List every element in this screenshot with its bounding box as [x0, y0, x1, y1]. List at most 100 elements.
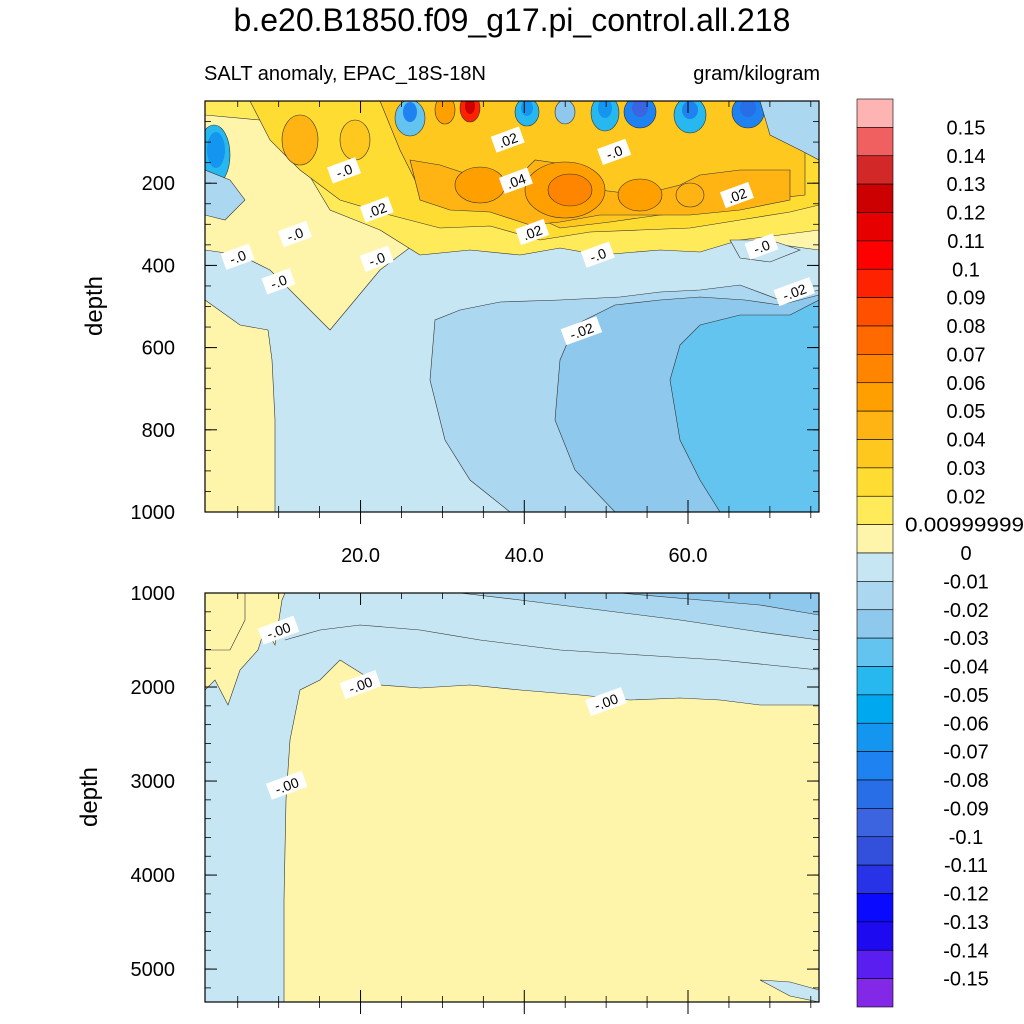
- upper-contour-label: -.0: [744, 233, 779, 260]
- colorbar-swatch: [856, 893, 894, 923]
- upper-y-tick-label: 600: [142, 338, 175, 360]
- chart-subtitle-units: gram/kilogram: [693, 63, 820, 85]
- colorbar-swatch: [856, 836, 894, 866]
- upper-contour-label: -.02: [560, 316, 603, 346]
- colorbar-label: -0.14: [943, 940, 989, 962]
- colorbar-swatch: [856, 183, 894, 213]
- colorbar-swatch: [856, 325, 894, 355]
- upper-contour-label-text: -.0: [367, 249, 388, 270]
- colorbar-swatch: [856, 297, 894, 327]
- upper-contour-label-text: -.0: [751, 237, 772, 258]
- colorbar-label: 0: [960, 543, 971, 565]
- colorbar-swatch: [856, 921, 894, 951]
- upper-contour-label-text: -.02: [568, 319, 596, 342]
- colorbar-swatch: [856, 127, 894, 157]
- upper-contour-label-text: -.0: [334, 160, 355, 181]
- colorbar-swatch: [856, 779, 894, 809]
- upper-contour-label: .04: [498, 167, 533, 194]
- upper-contour-label-bg: [597, 138, 632, 166]
- upper-contour-label-bg: [326, 157, 362, 184]
- upper-contour-label-bg: [498, 167, 533, 194]
- colorbar: 0.15 0.14 0.13 0.12 0.11 0.1 0.09 0.08 0.07 0.06 0…: [856, 98, 1024, 1008]
- upper-contour-label: -.0: [359, 245, 394, 272]
- lower-contour-fill: [205, 593, 819, 1002]
- lower-y-tick-label: 3000: [131, 771, 176, 793]
- lower-contour-label: -.00: [265, 770, 308, 800]
- upper-y-axis-label: depth: [81, 276, 108, 336]
- upper-y-tick-label: 200: [142, 173, 175, 195]
- upper-contour-label-bg: [277, 220, 312, 248]
- upper-contour-label: -.02: [773, 277, 816, 307]
- lower-contour-label-bg: [265, 770, 308, 800]
- colorbar-label: -0.03: [943, 628, 989, 650]
- upper-contour-label-bg: [560, 316, 603, 346]
- upper-contour-label-text: -.0: [588, 245, 609, 266]
- upper-y-tick-label: 1000: [131, 502, 176, 524]
- colorbar-swatch: [856, 864, 894, 894]
- upper-contour-label: .02: [719, 181, 754, 209]
- upper-contour-label-bg: [359, 245, 394, 272]
- upper-contour-label-bg: [744, 233, 779, 260]
- colorbar-label: 0.08: [947, 316, 986, 338]
- upper-contour-label-text: -.0: [604, 142, 625, 163]
- colorbar-swatch: [856, 751, 894, 781]
- colorbar-label: -0.05: [943, 685, 989, 707]
- colorbar-label: -0.11: [944, 855, 988, 877]
- upper-contour-label-bg: [261, 268, 296, 295]
- lower-contour-label-text: -.00: [265, 619, 293, 642]
- colorbar-swatch: [856, 581, 894, 611]
- lower-contour-labels: -.00 -.00 -.00 -.00: [257, 615, 627, 800]
- upper-x-tick-label: 40.0: [505, 545, 544, 567]
- upper-contour-label: -.0: [220, 243, 255, 270]
- colorbar-label: 0.07: [947, 344, 986, 366]
- colorbar-label: 0.03: [947, 458, 986, 480]
- colorbar-label: 0.15: [947, 117, 986, 139]
- colorbar-swatch: [856, 354, 894, 384]
- chart-title: b.e20.B1850.f09_g17.pi_control.all.218: [233, 2, 791, 38]
- colorbar-swatch: [856, 694, 894, 724]
- colorbar-label: 0.06: [947, 373, 986, 395]
- upper-contour-label-text: .02: [496, 129, 520, 151]
- colorbar-swatch: [856, 495, 894, 525]
- upper-contour-label: .02: [515, 218, 550, 246]
- upper-contour-label-text: -.02: [780, 280, 808, 303]
- upper-y-tick-label: 800: [142, 420, 175, 442]
- lower-contour-label-text: -.00: [346, 673, 374, 696]
- lower-y-tick-label: 1000: [131, 583, 176, 605]
- colorbar-label: 0.00999999: [905, 515, 1024, 537]
- colorbar-swatch: [856, 382, 894, 412]
- colorbar-swatch: [856, 666, 894, 696]
- upper-contour-label-text: .02: [365, 199, 389, 221]
- upper-contour-label: .02: [359, 196, 394, 223]
- colorbar-label: -0.01: [943, 571, 989, 593]
- colorbar-swatch: [856, 240, 894, 270]
- upper-contour-label-bg: [220, 243, 255, 270]
- colorbar-swatch: [856, 98, 894, 128]
- colorbar-label: 0.14: [947, 146, 986, 168]
- colorbar-label: -0.08: [943, 770, 989, 792]
- colorbar-label: 0.13: [947, 174, 986, 196]
- colorbar-label: 0.09: [947, 288, 986, 310]
- lower-contour-label-text: -.00: [273, 774, 301, 797]
- colorbar-swatch: [856, 637, 894, 667]
- colorbar-label: 0.1: [952, 259, 980, 281]
- colorbar-label: 0.02: [947, 486, 986, 508]
- chart-subtitle-variable: SALT anomaly, EPAC_18S-18N: [204, 63, 486, 85]
- colorbar-swatch: [856, 949, 894, 979]
- colorbar-swatch: [856, 524, 894, 554]
- colorbar-label: -0.1: [949, 827, 983, 849]
- colorbar-label: -0.06: [943, 713, 989, 735]
- upper-contour-label: -.0: [277, 220, 312, 248]
- upper-contour-label: -.0: [597, 138, 632, 166]
- lower-contour-label-bg: [339, 670, 382, 700]
- upper-contour-label-text: -.0: [285, 224, 306, 245]
- colorbar-swatch: [856, 268, 894, 298]
- upper-contour-label: .02: [490, 126, 525, 153]
- colorbar-swatch: [856, 439, 894, 469]
- upper-contour-label-bg: [490, 126, 525, 153]
- upper-contour-label-text: .02: [725, 185, 749, 207]
- lower-contour-label: -.00: [585, 687, 627, 717]
- lower-y-tick-label: 5000: [131, 959, 176, 981]
